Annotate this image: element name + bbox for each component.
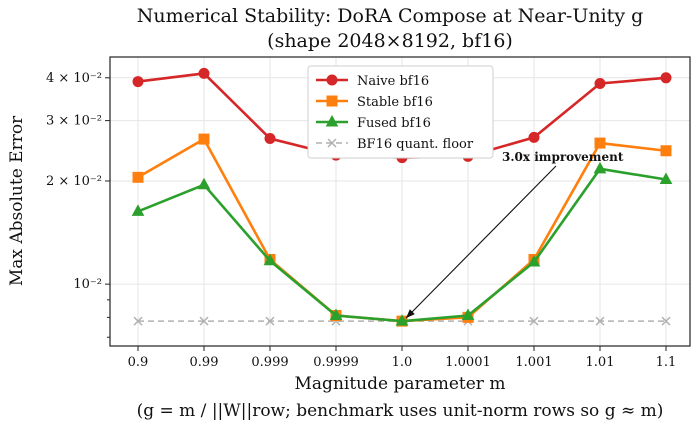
- x-axis-caption: (g = m / ||W||row; benchmark uses unit-n…: [137, 401, 664, 421]
- x-tick-label: 0.99: [190, 355, 219, 370]
- data-point: [198, 133, 210, 145]
- data-point: [326, 95, 338, 107]
- data-point: [593, 161, 607, 174]
- legend: Naive bf16 Stable bf16 Fused bf16 BF16 quan…: [307, 65, 494, 159]
- tick-layer: 0.9 0.99 0.999 0.9999 1.0 1.0001 1.001 1.01 1.1 1…: [46, 71, 676, 370]
- data-point: [529, 316, 539, 326]
- annotation-arrowhead: [406, 309, 415, 319]
- annotation: 3.0x improvement: [405, 150, 624, 319]
- data-point: [197, 177, 211, 190]
- data-point: [661, 316, 671, 326]
- data-point: [326, 74, 338, 86]
- legend-label: Naive bf16: [357, 74, 429, 89]
- data-point: [327, 138, 337, 148]
- data-point: [395, 314, 409, 326]
- data-point: [329, 308, 343, 321]
- plot-area-frame: [109, 56, 691, 347]
- data-point: [528, 131, 540, 143]
- chart-title-line1: Numerical Stability: DoRA Compose at Nea…: [137, 5, 644, 27]
- data-point-stroke: [133, 316, 143, 326]
- data-point: [595, 316, 605, 326]
- data-point-stroke: [265, 316, 275, 326]
- annotation-label: 3.0x improvement: [502, 150, 624, 164]
- data-point: [594, 77, 606, 89]
- data-point: [198, 67, 210, 79]
- legend-label: BF16 quant. floor: [357, 137, 474, 152]
- data-point: [461, 308, 475, 321]
- chart-title-line2: (shape 2048×8192, bf16): [267, 30, 513, 52]
- y-tick-label: 2 × 10⁻²: [46, 174, 102, 189]
- legend-entry: Fused bf16: [316, 114, 431, 131]
- y-axis-title: Max Absolute Error: [7, 115, 27, 286]
- data-point: [594, 137, 606, 149]
- data-point: [660, 72, 672, 84]
- data-point-stroke: [529, 316, 539, 326]
- data-point: [132, 76, 144, 88]
- legend-entry: Naive bf16: [316, 74, 429, 89]
- x-tick-label: 1.1: [656, 355, 677, 370]
- y-tick-label: 10⁻²: [73, 277, 102, 292]
- series-fused-bf16: [131, 161, 673, 326]
- legend-label: Stable bf16: [357, 95, 433, 110]
- data-point: [265, 316, 275, 326]
- y-tick-label: 3 × 10⁻²: [46, 114, 102, 129]
- x-tick-label: 0.9: [128, 355, 149, 370]
- x-tick-label: 1.001: [515, 355, 552, 370]
- x-tick-label: 1.0: [392, 355, 413, 370]
- x-axis-title: Magnitude parameter m: [295, 374, 506, 394]
- data-point: [325, 114, 339, 127]
- data-point-stroke: [661, 316, 671, 326]
- annotation-arrow: [405, 165, 557, 319]
- data-point: [264, 133, 276, 145]
- data-point: [199, 316, 209, 326]
- data-point: [527, 255, 541, 267]
- legend-box: [307, 65, 494, 159]
- data-point: [131, 204, 145, 216]
- data-point: [660, 145, 672, 157]
- data-point: [133, 316, 143, 326]
- data-point-stroke: [327, 138, 337, 148]
- y-tick-label: 4 × 10⁻²: [46, 71, 102, 86]
- x-tick-label: 1.01: [586, 355, 615, 370]
- legend-label: Fused bf16: [357, 116, 431, 131]
- data-point-stroke: [595, 316, 605, 326]
- data-point-stroke: [199, 316, 209, 326]
- legend-entry: Stable bf16: [316, 95, 433, 110]
- data-point: [132, 171, 144, 183]
- data-point: [263, 253, 277, 266]
- x-tick-label: 1.0001: [445, 355, 491, 370]
- data-point: [659, 172, 673, 184]
- x-tick-label: 0.9999: [313, 355, 359, 370]
- x-tick-label: 0.999: [251, 355, 288, 370]
- legend-entry: BF16 quant. floor: [316, 137, 474, 152]
